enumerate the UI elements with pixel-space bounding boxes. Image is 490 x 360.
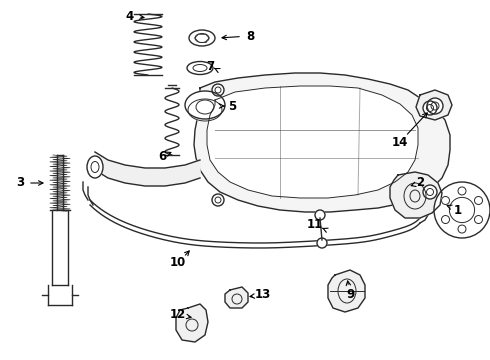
Text: 8: 8 [246,30,254,42]
Circle shape [458,187,466,195]
Text: 13: 13 [255,288,271,302]
Ellipse shape [185,91,225,119]
Polygon shape [194,73,450,212]
Circle shape [474,216,483,224]
Text: 5: 5 [228,99,236,112]
Circle shape [474,197,483,204]
Ellipse shape [87,156,103,178]
Circle shape [441,216,449,224]
Circle shape [423,101,437,115]
Circle shape [315,210,325,220]
Ellipse shape [187,62,213,75]
Ellipse shape [189,30,215,46]
Circle shape [212,84,224,96]
Circle shape [434,182,490,238]
Polygon shape [328,270,365,312]
Text: 3: 3 [16,176,24,189]
Polygon shape [390,172,442,218]
Circle shape [441,197,449,204]
Circle shape [458,225,466,233]
Text: 2: 2 [416,176,424,189]
Text: 4: 4 [126,9,134,22]
Text: 1: 1 [454,203,462,216]
Polygon shape [207,86,418,198]
Text: 10: 10 [170,256,186,270]
Polygon shape [416,90,452,120]
Text: 12: 12 [170,309,186,321]
Circle shape [212,194,224,206]
Circle shape [423,185,437,199]
Circle shape [427,98,443,114]
Text: 11: 11 [307,219,323,231]
Text: 9: 9 [346,288,354,302]
Text: 7: 7 [206,59,214,72]
Ellipse shape [188,99,222,121]
Circle shape [317,238,327,248]
Polygon shape [176,304,208,342]
Text: 6: 6 [158,149,166,162]
Polygon shape [225,287,248,308]
Text: 14: 14 [392,135,408,148]
Polygon shape [95,152,200,186]
